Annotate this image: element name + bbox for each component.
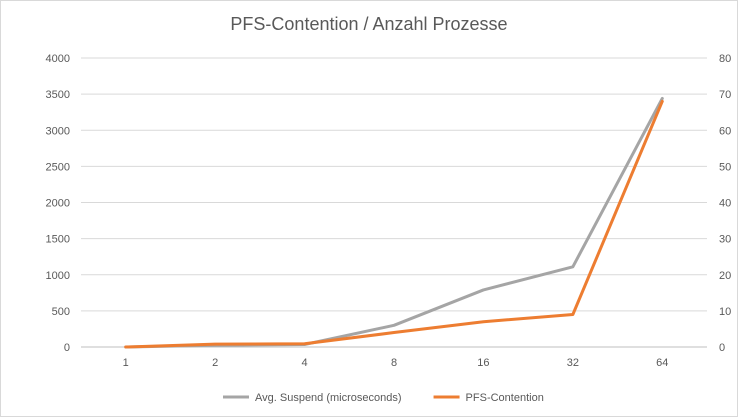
right-axis-tick-label: 60	[719, 125, 731, 137]
legend-label: Avg. Suspend (microseconds)	[255, 392, 402, 404]
x-axis-tick-label: 8	[391, 357, 397, 369]
left-axis-tick-label: 0	[64, 342, 70, 354]
left-axis-tick-label: 1000	[46, 270, 70, 282]
left-axis-ticks: 0 500 1000 1500 2000 2500 3000 3500 4000	[46, 53, 70, 354]
right-axis-ticks: 0 10 20 30 40 50 60 70 80	[719, 53, 731, 354]
x-axis-tick-label: 2	[212, 357, 218, 369]
left-axis-tick-label: 2500	[46, 161, 70, 173]
left-axis-tick-label: 3500	[46, 89, 70, 101]
left-axis-tick-label: 1500	[46, 234, 70, 246]
legend: Avg. Suspend (microseconds) PFS-Contentio…	[223, 392, 544, 404]
right-axis-tick-label: 20	[719, 270, 731, 282]
right-axis-tick-label: 40	[719, 198, 731, 210]
x-axis-tick-label: 4	[302, 357, 308, 369]
x-axis-tick-label: 16	[477, 357, 489, 369]
right-axis-tick-label: 80	[719, 53, 731, 65]
legend-label: PFS-Contention	[466, 392, 544, 404]
x-axis-tick-label: 64	[656, 357, 668, 369]
right-axis-tick-label: 0	[719, 342, 725, 354]
left-axis-tick-label: 4000	[46, 53, 70, 65]
right-axis-tick-label: 50	[719, 161, 731, 173]
right-axis-tick-label: 70	[719, 89, 731, 101]
x-axis-tick-label: 32	[567, 357, 579, 369]
right-axis-tick-label: 30	[719, 234, 731, 246]
left-axis-tick-label: 2000	[46, 198, 70, 210]
chart-title: PFS-Contention / Anzahl Prozesse	[230, 14, 507, 34]
series-line	[124, 96, 664, 349]
gridlines	[81, 57, 707, 348]
x-axis-ticks: 1 2 4 8 16 32 64	[123, 357, 669, 369]
left-axis-tick-label: 3000	[46, 125, 70, 137]
right-axis-tick-label: 10	[719, 306, 731, 318]
series-line	[124, 99, 664, 349]
x-axis-tick-label: 1	[123, 357, 129, 369]
series-layer	[124, 96, 664, 349]
left-axis-tick-label: 500	[52, 306, 70, 318]
